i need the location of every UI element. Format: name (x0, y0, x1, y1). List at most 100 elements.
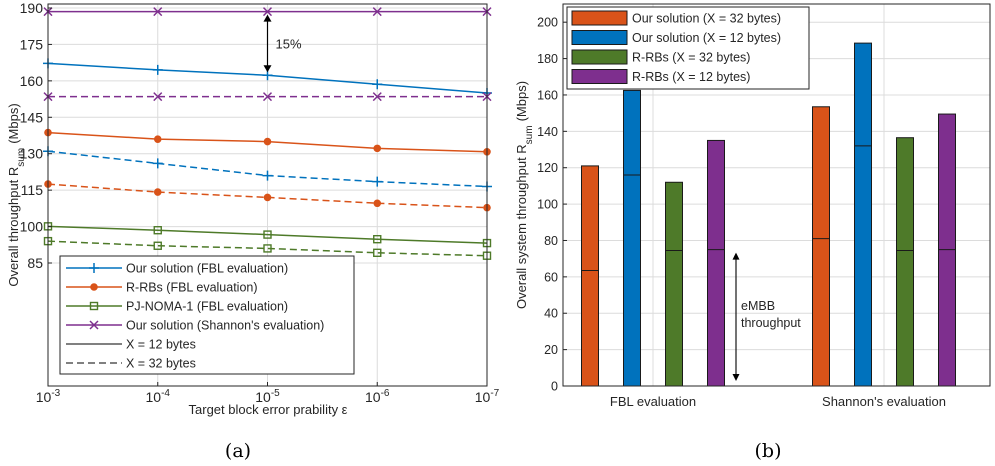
y-tick-label: 80 (544, 234, 558, 248)
x-tick-label: 10-3 (36, 388, 61, 405)
square-marker (89, 301, 99, 311)
caption-a: (a) (225, 440, 251, 462)
arrow-head-down (263, 65, 272, 73)
y-tick-label: 140 (537, 125, 558, 139)
legend-label: Our solution (X = 32 bytes) (632, 12, 781, 26)
y-tick-label: 0 (551, 380, 558, 394)
legend-box (59, 255, 355, 375)
annotation-label-line2: throughput (741, 316, 801, 330)
x-tick-label: 10-6 (365, 388, 390, 405)
circle-marker (153, 135, 162, 143)
x-marker (153, 7, 163, 17)
plus-marker (152, 158, 163, 169)
legend-label: X = 12 bytes (126, 338, 196, 352)
legend-label: Our solution (FBL evaluation) (126, 262, 288, 276)
y-tick-label: 100 (20, 219, 44, 235)
plus-marker (262, 170, 273, 181)
series-group-a (43, 7, 492, 260)
series-line-rrb-x32 (47, 183, 488, 209)
annotation-label-line1: eMBB (741, 299, 775, 313)
arrow-head-up (732, 252, 740, 260)
y-tick-label: 190 (20, 0, 44, 16)
square-marker (373, 248, 382, 258)
annotation-group-b: eMBB throughput (732, 252, 801, 381)
circle-marker (263, 137, 272, 146)
y-axis-label-a: Overall throughput Rsum(Mbps) (6, 103, 27, 286)
y-tick-label: 20 (544, 343, 558, 357)
y-tick-labels-a: 190 175 160 145 130 115 100 85 (20, 0, 52, 271)
legend-label: R-RBs (FBL evaluation) (126, 281, 258, 295)
series-line-pj-x12 (47, 225, 488, 244)
circle-marker (373, 199, 382, 208)
x-tick-labels-b: FBL evaluation Shannon's evaluation (610, 394, 946, 409)
x-marker (372, 92, 382, 102)
bar (854, 42, 872, 387)
square-marker (153, 226, 162, 235)
annotation-label: 15% (276, 36, 302, 51)
series-line-pj-x32 (47, 240, 488, 257)
plus-marker (372, 176, 383, 187)
x-marker (153, 92, 163, 102)
y-tick-label: 175 (20, 36, 44, 52)
x-category-label: Shannon's evaluation (822, 394, 946, 409)
x-marker (262, 92, 273, 102)
arrow-head-down (732, 374, 740, 381)
x-marker (372, 7, 382, 17)
circle-marker (153, 188, 162, 196)
circle-marker (263, 193, 272, 202)
square-marker (263, 230, 272, 239)
y-tick-label: 60 (544, 270, 558, 284)
legend-swatch (571, 10, 628, 26)
circle-marker (373, 144, 382, 153)
y-tick-labels-b: 0 20 40 60 80 100 120 140 160 180 200 (537, 16, 567, 394)
legend-label: PJ-NOMA-1 (FBL evaluation) (126, 300, 288, 314)
bars-group-b (581, 42, 956, 387)
y-tick-label: 40 (544, 307, 558, 321)
legend-swatch (571, 30, 628, 45)
legend-a: Our solution (FBL evaluation) R-RBs (FBL … (59, 255, 355, 375)
x-marker (262, 7, 273, 17)
x-tick-labels-a: 10-3 10-4 10-5 10-6 10-7 (36, 382, 500, 405)
x-axis-label-a: Target block error prability ε (189, 402, 348, 417)
line-chart-panel: 15% 190 175 160 145 130 115 100 85 10-3 10-4 10-5… (6, 0, 500, 462)
legend-b: Our solution (X = 32 bytes) Our solution … (566, 6, 810, 90)
legend-label: R-RBs (X = 32 bytes) (632, 51, 750, 65)
square-marker (373, 234, 382, 244)
square-marker (263, 244, 272, 253)
x-tick-label: 10-5 (255, 388, 280, 405)
y-tick-label: 115 (21, 182, 44, 198)
x-tick-label: 10-7 (475, 388, 500, 405)
x-tick-label: 10-4 (146, 388, 171, 405)
plot-frame-b (562, 3, 991, 387)
legend-label: X = 32 bytes (126, 357, 196, 371)
y-tick-label: 145 (20, 109, 44, 125)
legend-label: R-RBs (X = 12 bytes) (632, 70, 750, 84)
plus-marker (89, 263, 99, 273)
bar (581, 165, 599, 387)
x-marker (89, 320, 99, 330)
bar (812, 106, 830, 387)
legend-label: Our solution (X = 12 bytes) (632, 31, 781, 45)
y-tick-label: 130 (20, 146, 44, 162)
y-tick-label: 85 (27, 255, 43, 271)
plus-marker (152, 64, 163, 75)
arrow-head-up (263, 14, 272, 22)
y-axis-label-b: Overall system throughput Rsum(Mbps) (514, 81, 535, 309)
x-category-label: FBL evaluation (610, 394, 696, 409)
bar (623, 89, 641, 387)
y-tick-label: 160 (20, 73, 44, 89)
legend-label: Our solution (Shannon's evaluation) (126, 319, 324, 333)
legend-swatch (571, 49, 628, 65)
y-tick-label: 160 (537, 88, 558, 102)
plus-marker (372, 79, 383, 90)
y-tick-label: 100 (537, 198, 558, 212)
square-marker (153, 241, 162, 250)
bar (707, 139, 725, 387)
bar (665, 181, 683, 387)
y-tick-label: 200 (537, 16, 558, 30)
circle-marker (90, 283, 98, 291)
y-tick-label: 120 (537, 161, 558, 175)
annotation-group-a: 15% (263, 14, 302, 73)
caption-b: (b) (755, 440, 782, 462)
